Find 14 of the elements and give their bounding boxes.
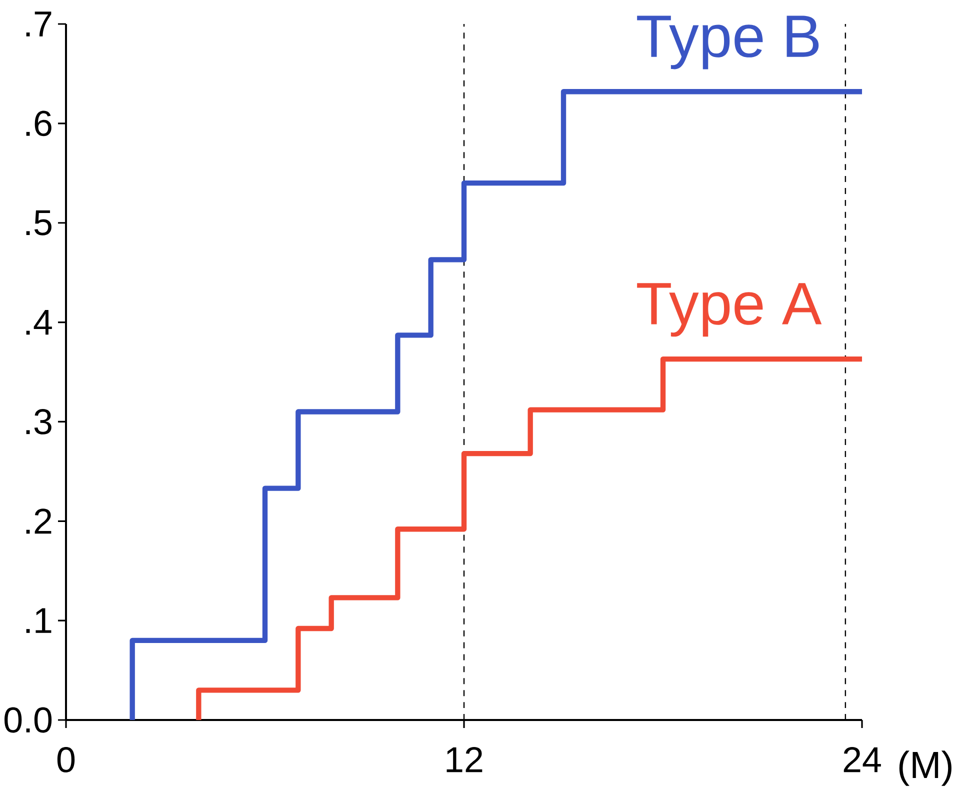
y-tick-label: 0.0 bbox=[4, 707, 52, 733]
y-tick-label: .4 bbox=[26, 310, 52, 335]
y-tick-label: .1 bbox=[26, 608, 52, 633]
y-tick-label: .3 bbox=[26, 409, 52, 434]
x-tick-label: 12 bbox=[446, 747, 482, 772]
x-tick-label: 0 bbox=[57, 747, 75, 772]
y-tick-label: .2 bbox=[26, 508, 52, 534]
y-tick-label: .5 bbox=[26, 210, 52, 236]
series-label: Type A bbox=[637, 283, 822, 337]
series-label: Type B bbox=[637, 16, 819, 70]
x-tick-label: 24 bbox=[844, 747, 881, 772]
y-tick-label: .7 bbox=[26, 12, 52, 36]
y-tick-label: .6 bbox=[26, 110, 52, 136]
x-axis-title: (M) bbox=[899, 750, 952, 786]
